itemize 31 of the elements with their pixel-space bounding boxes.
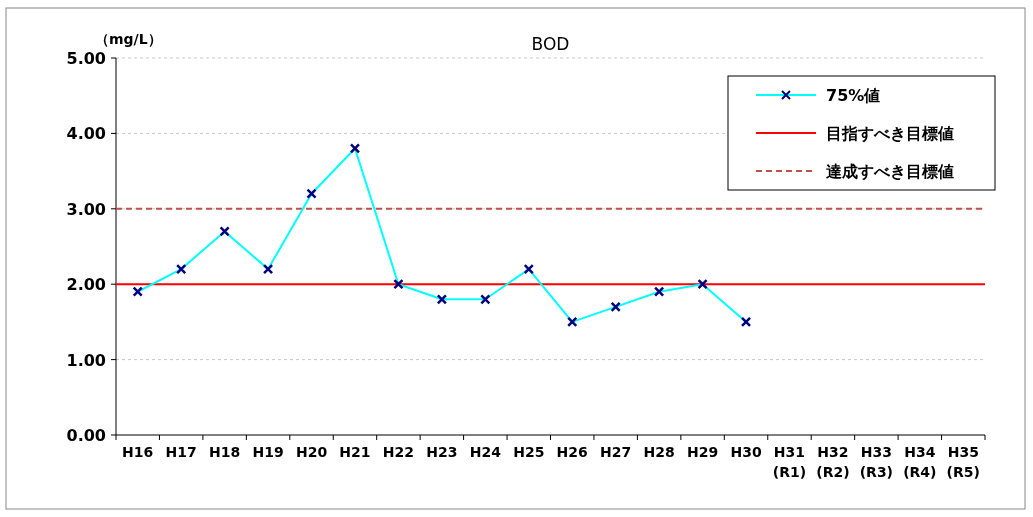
- chart-title: BOD: [531, 34, 570, 54]
- y-tick-label: 5.00: [66, 49, 106, 68]
- x-tick-label: H34 (R4): [903, 444, 937, 480]
- x-tick-label: H27: [600, 444, 632, 460]
- legend-label: 目指すべき目標値: [826, 124, 954, 143]
- x-tick-label: H33 (R3): [859, 444, 894, 480]
- x-tick-label: H26: [556, 444, 588, 460]
- x-tick-label: H20: [295, 444, 328, 460]
- y-tick-label: 4.00: [66, 124, 106, 144]
- x-tick-label: H19: [252, 444, 284, 460]
- y-tick-label: 2.00: [66, 275, 106, 295]
- x-tick-label: H23: [426, 444, 458, 460]
- x-tick-label: H35 (R5): [946, 444, 980, 480]
- x-tick-label: H29: [686, 444, 719, 460]
- x-tick-label: H18: [209, 444, 241, 460]
- y-tick-label: 3.00: [66, 199, 106, 219]
- x-tick-label: H16: [122, 444, 154, 460]
- legend-label: 75%値: [826, 86, 881, 105]
- x-tick-label: H21: [339, 444, 371, 460]
- legend-label: 達成すべき目標値: [826, 162, 954, 181]
- x-tick-label: H32 (R2): [816, 444, 850, 480]
- x-tick-label: H24: [469, 444, 502, 460]
- x-tick-label: H28: [643, 444, 675, 460]
- y-tick-label: 0.00: [66, 426, 106, 445]
- x-tick-label: H22: [382, 444, 415, 460]
- y-axis-title: （mg/L）: [95, 31, 162, 47]
- x-tick-label: H25: [513, 444, 545, 460]
- x-tick-label: H30: [730, 444, 762, 460]
- x-tick-label: H31 (R1): [772, 444, 807, 480]
- y-tick-label: 1.00: [66, 350, 106, 370]
- x-tick-label: H17: [165, 444, 197, 460]
